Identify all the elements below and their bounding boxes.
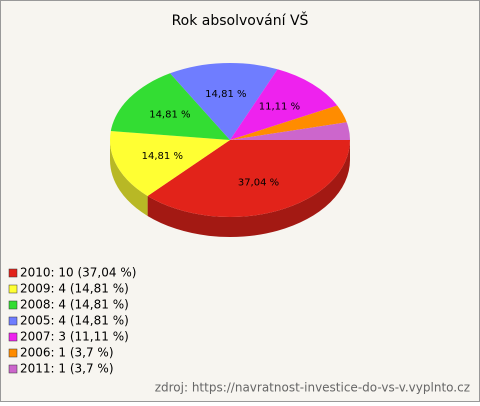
slice	[110, 73, 230, 140]
slice-label: 37,04 %	[238, 177, 279, 188]
legend-swatch	[8, 268, 18, 278]
legend-label: 2005: 4 (14,81 %)	[20, 314, 129, 328]
legend-label: 2006: 1 (3,7 %)	[20, 346, 114, 360]
legend-label: 2011: 1 (3,7 %)	[20, 362, 114, 376]
slice	[230, 105, 347, 140]
slice-label: 14,81 %	[149, 110, 190, 121]
slice	[110, 131, 230, 196]
legend-label: 2008: 4 (14,81 %)	[20, 298, 129, 312]
slice-side	[110, 140, 148, 216]
legend-label: 2009: 4 (14,81 %)	[20, 282, 129, 296]
chart-title: Rok absolvování VŠ	[172, 11, 309, 29]
slice	[230, 69, 338, 140]
legend-swatch	[8, 284, 18, 294]
slice-label: 14,81 %	[142, 151, 183, 162]
legend-label: 2010: 10 (37,04 %)	[20, 266, 136, 280]
slice-label: 11,11 %	[259, 101, 300, 112]
source: zdroj: https://navratnost-investice-do-v…	[155, 381, 470, 395]
slice-label: 14,81 %	[205, 89, 246, 100]
legend-swatch	[8, 348, 18, 358]
legend-swatch	[8, 316, 18, 326]
legend-swatch	[8, 300, 18, 310]
slice-side	[147, 140, 350, 238]
legend-swatch	[8, 364, 18, 374]
slice	[230, 122, 350, 140]
legend-swatch	[8, 332, 18, 342]
slice	[147, 140, 350, 218]
slice	[170, 63, 278, 141]
legend-label: 2007: 3 (11,11 %)	[20, 330, 129, 344]
